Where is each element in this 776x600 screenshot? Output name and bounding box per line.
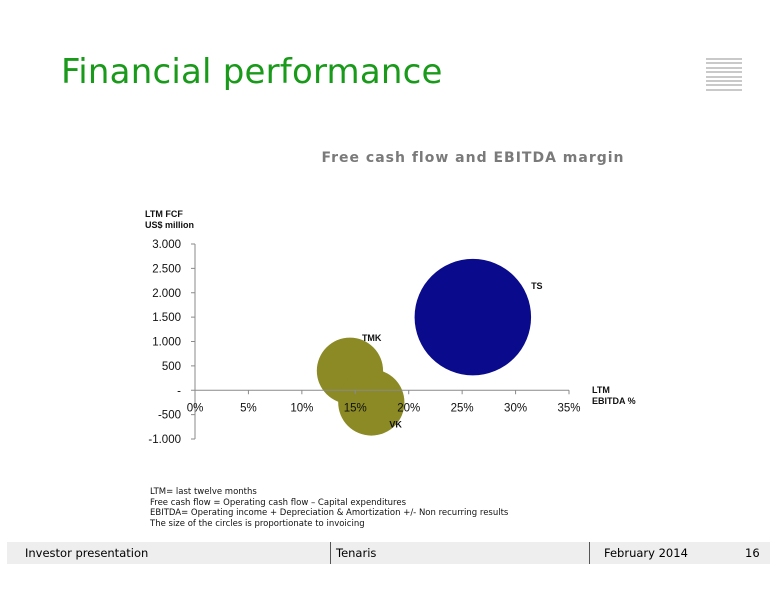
note-circle-size: The size of the circles is proportionate… [150, 518, 365, 529]
y-tick-label: 1.000 [152, 337, 181, 349]
chart-notes: LTM= last twelve months Free cash flow =… [150, 487, 508, 529]
note-fcf: Free cash flow = Operating cash flow – C… [150, 497, 407, 508]
y-tick-label: 2.500 [152, 263, 181, 275]
footer-divider [330, 542, 331, 564]
footer-company: Tenaris [336, 546, 377, 560]
page-title: Financial performance [61, 52, 443, 92]
x-tick-label: 5% [240, 402, 257, 414]
y-tick-label: 1.500 [152, 312, 181, 324]
x-tick-label: 35% [557, 402, 580, 414]
y-tick-label: 500 [162, 361, 181, 373]
x-axis-title-line: EBITDA % [592, 396, 636, 406]
x-tick-label: 25% [451, 402, 474, 414]
footer-bar: Investor presentation Tenaris February 2… [7, 542, 770, 564]
x-tick-label: 15% [344, 402, 367, 414]
bubble-label-ts: TS [531, 281, 543, 291]
chart-title: Free cash flow and EBITDA margin [321, 150, 625, 166]
y-tick-label: 3.000 [152, 239, 181, 251]
footer-divider [589, 542, 590, 564]
bubble-ts [414, 258, 532, 376]
footer-date: February 2014 [604, 546, 688, 560]
page-number: 16 [745, 546, 760, 560]
logo-stripes-icon [706, 58, 742, 92]
x-tick-label: 10% [290, 402, 313, 414]
note-ebitda: EBITDA= Operating income + Depreciation … [150, 508, 509, 518]
x-tick-label: 30% [504, 402, 527, 414]
footer-presentation-label: Investor presentation [25, 546, 149, 560]
note-ltm: LTM= last twelve months [150, 487, 257, 497]
bubble-label-tmk: TMK [362, 333, 382, 343]
bubble-vk [338, 369, 405, 436]
y-tick-label: -500 [158, 410, 181, 422]
y-axis-title-line: LTM FCF [145, 209, 183, 219]
x-axis-title-line: LTM [592, 385, 610, 395]
x-tick-label: 20% [397, 402, 420, 414]
y-tick-label: - [177, 385, 181, 397]
x-tick-label: 0% [187, 402, 204, 414]
y-axis-title-line: US$ million [145, 220, 194, 230]
y-tick-label: 2.000 [152, 288, 181, 300]
y-tick-label: -1.000 [148, 434, 181, 446]
bubble-label-vk: VK [389, 419, 402, 429]
